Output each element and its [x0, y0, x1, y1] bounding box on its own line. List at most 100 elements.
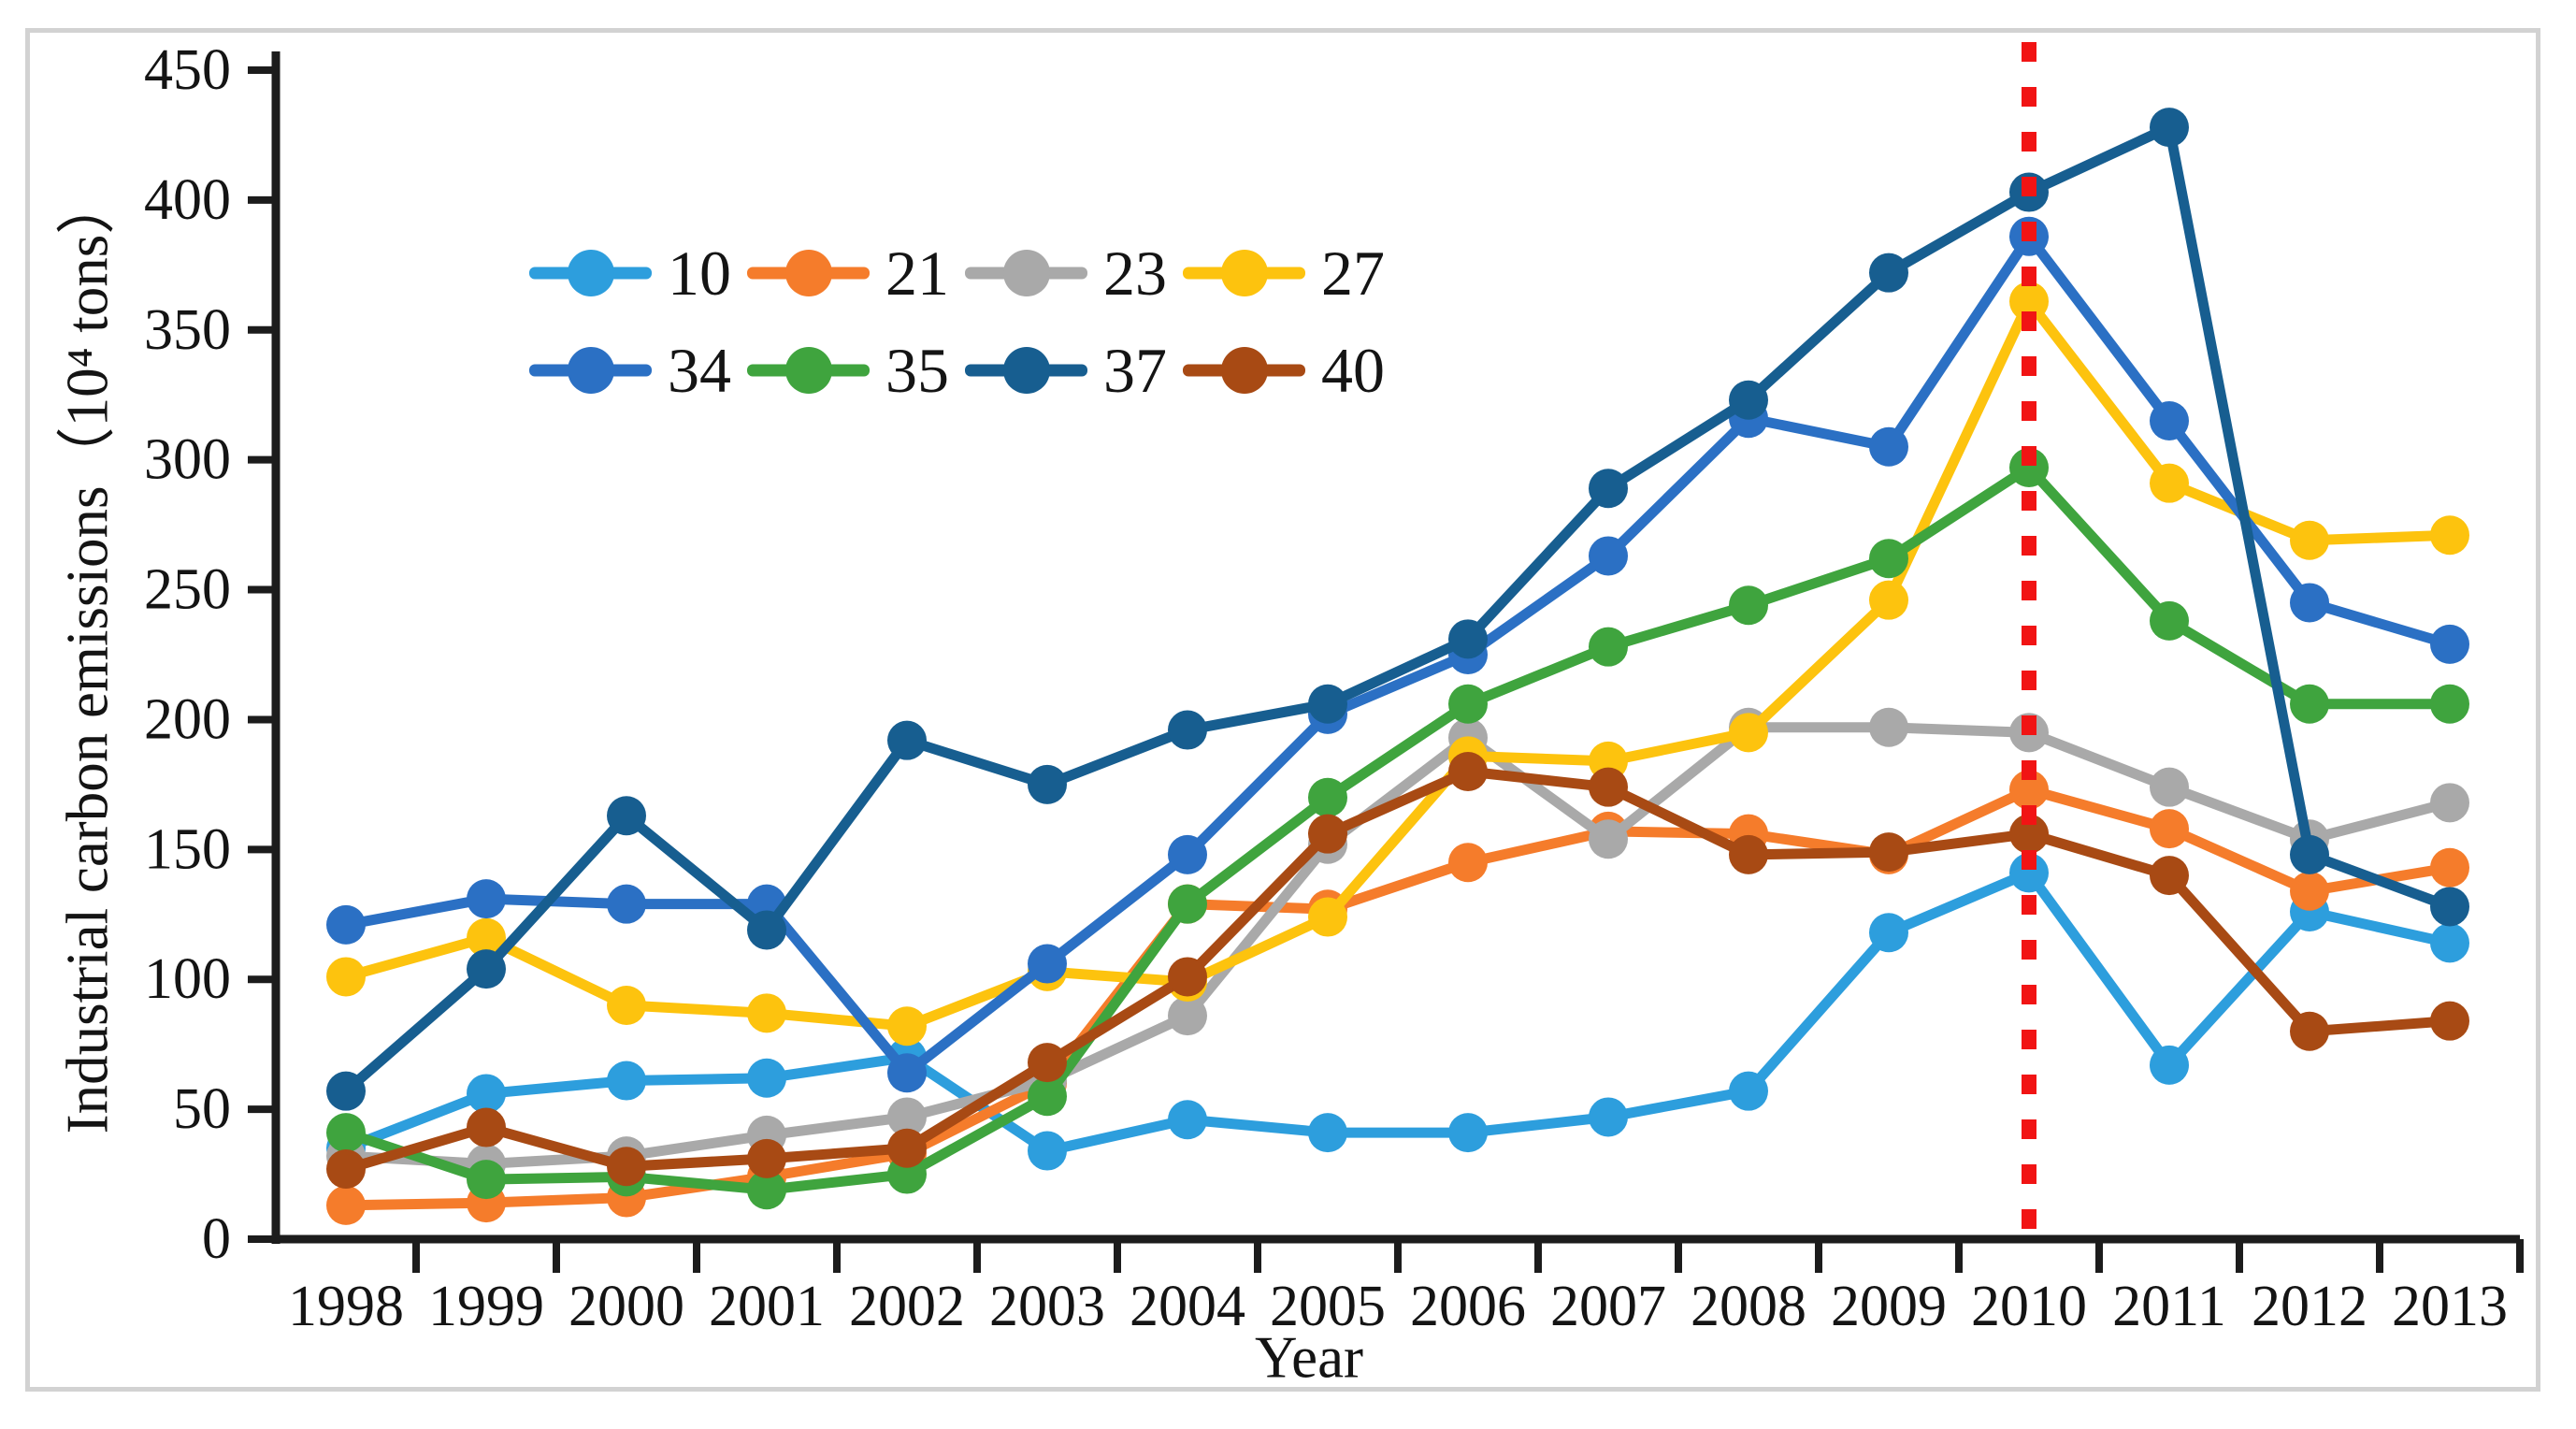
series-37-point-2004 [1168, 710, 1207, 750]
series-34-point-2002 [887, 1053, 927, 1093]
series-10-point-2013 [2430, 923, 2469, 963]
series-34-point-2007 [1589, 536, 1628, 576]
series-37-point-1999 [467, 949, 506, 989]
series-10-point-2009 [1869, 913, 1908, 953]
series-37-point-2007 [1589, 469, 1628, 509]
series-40-point-2001 [747, 1138, 786, 1178]
series-10-point-2000 [607, 1061, 646, 1101]
series-40-point-2002 [887, 1128, 927, 1168]
legend-item-label: 35 [885, 335, 949, 406]
y-tick-label-150: 150 [144, 817, 231, 881]
y-tick-label-400: 400 [144, 168, 231, 232]
x-axis-title: Year [1254, 1324, 1364, 1391]
series-35-point-2012 [2290, 684, 2329, 724]
series-27-point-2008 [1729, 713, 1768, 753]
series-40-point-1999 [467, 1107, 506, 1148]
series-35-point-2003 [1028, 1076, 1067, 1117]
series-27-point-2009 [1869, 580, 1908, 620]
series-40-point-2009 [1869, 832, 1908, 873]
series-10-point-2004 [1168, 1100, 1207, 1140]
year-label-2002: 2002 [849, 1275, 965, 1338]
series-23-line [340, 722, 2455, 1169]
series-10-point-2008 [1729, 1071, 1768, 1111]
series-21-point-2012 [2290, 871, 2329, 911]
series-27-point-2013 [2430, 515, 2469, 556]
series-37-point-2002 [887, 720, 927, 760]
series-37-point-2011 [2150, 108, 2189, 148]
legend-item-40: 40 [1183, 322, 1401, 419]
legend-line-dot-swatch-21 [747, 250, 870, 296]
series-40-point-1998 [326, 1149, 366, 1189]
series-21-point-2011 [2150, 809, 2189, 849]
legend-line-dot-swatch-40 [1183, 347, 1305, 394]
series-34-line [340, 231, 2455, 1078]
legend-item-label: 40 [1321, 335, 1385, 406]
series-34-point-2012 [2290, 583, 2329, 623]
series-23-point-2013 [2430, 783, 2469, 823]
year-label-2009: 2009 [1831, 1275, 1947, 1338]
y-tick-label-0: 0 [202, 1207, 231, 1271]
legend-item-label: 37 [1103, 335, 1167, 406]
year-label-2007: 2007 [1550, 1275, 1666, 1338]
series-40-point-2006 [1448, 752, 1488, 791]
year-label-2000: 2000 [568, 1275, 684, 1338]
series-37-point-2000 [607, 796, 646, 836]
series-27-point-2001 [747, 993, 786, 1033]
y-tick-label-200: 200 [144, 687, 231, 751]
legend-item-37: 37 [965, 322, 1183, 419]
year-label-2006: 2006 [1410, 1275, 1526, 1338]
series-27-point-2000 [607, 986, 646, 1025]
y-axis-title: Industrial carbon emissions（10⁴ tons） [54, 175, 121, 1134]
series-35-point-2008 [1729, 585, 1768, 626]
series-40-point-2004 [1168, 957, 1207, 997]
series-35-point-2004 [1168, 884, 1207, 924]
series-10-point-2005 [1308, 1113, 1347, 1153]
year-label-2001: 2001 [709, 1275, 825, 1338]
legend-item-label: 23 [1103, 238, 1167, 309]
legend-item-label: 21 [885, 238, 949, 309]
series-27-point-2005 [1308, 897, 1347, 937]
y-tick-label-50: 50 [173, 1077, 231, 1141]
legend-line-dot-swatch-10 [529, 250, 652, 296]
series-23-point-2007 [1589, 819, 1628, 859]
y-tick-label-100: 100 [144, 947, 231, 1011]
year-label-2012: 2012 [2252, 1275, 2367, 1338]
series-27-point-1999 [467, 917, 506, 958]
series-37-point-2009 [1869, 253, 1908, 293]
legend-item-label: 10 [668, 238, 731, 309]
legend-item-label: 27 [1321, 238, 1385, 309]
series-34-point-1999 [467, 879, 506, 919]
year-label-1998: 1998 [288, 1275, 404, 1338]
series-35-point-2011 [2150, 600, 2189, 641]
legend-line-dot-swatch-34 [529, 347, 652, 394]
series-35-point-1999 [467, 1160, 506, 1200]
series-21-point-1998 [326, 1185, 366, 1225]
series-27-line [340, 296, 2455, 1032]
series-40-point-2010 [2009, 814, 2049, 854]
series-23-point-2004 [1168, 996, 1207, 1036]
series-27-point-1998 [326, 957, 366, 997]
legend-swatch-dot [784, 250, 832, 296]
series-34-point-2011 [2150, 401, 2189, 440]
series-37-point-2003 [1028, 764, 1067, 804]
series-10-point-2010 [2009, 853, 2049, 893]
legend-line-dot-swatch-23 [965, 250, 1087, 296]
year-label-2004: 2004 [1130, 1275, 1245, 1338]
series-35-point-2010 [2009, 448, 2049, 487]
series-21-point-2010 [2009, 770, 2049, 810]
year-label-2013: 2013 [2392, 1275, 2508, 1338]
series-21-point-2006 [1448, 843, 1488, 883]
legend-swatch-dot [1002, 250, 1050, 296]
legend-item-23: 23 [965, 224, 1183, 322]
series-34-point-2003 [1028, 944, 1067, 984]
series-40-point-2003 [1028, 1043, 1067, 1083]
legend-swatch-dot [1002, 347, 1050, 394]
y-tick-label-300: 300 [144, 428, 231, 492]
series-35-point-2009 [1869, 539, 1908, 579]
year-label-2011: 2011 [2112, 1275, 2226, 1338]
legend-swatch-dot [784, 347, 832, 394]
legend-swatch-dot [1220, 347, 1268, 394]
series-10-point-2006 [1448, 1113, 1488, 1153]
